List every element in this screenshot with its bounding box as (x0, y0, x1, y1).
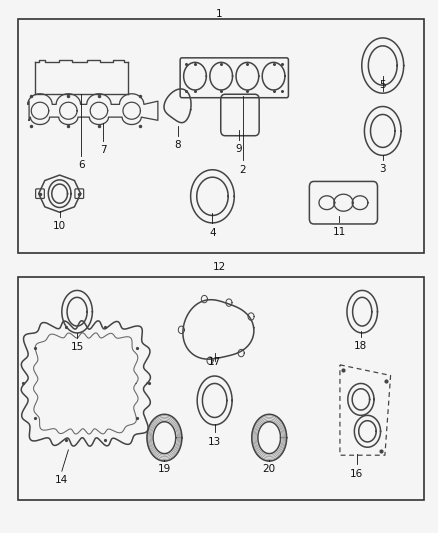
Text: 20: 20 (263, 464, 276, 474)
Text: 18: 18 (354, 341, 367, 351)
Text: 17: 17 (208, 357, 221, 367)
Text: 4: 4 (209, 228, 216, 238)
Text: 14: 14 (55, 475, 68, 486)
Text: 3: 3 (379, 165, 386, 174)
Text: 7: 7 (100, 146, 106, 155)
Text: 6: 6 (78, 160, 85, 170)
Bar (18, 277, 424, 500)
Text: 8: 8 (174, 140, 181, 150)
Text: 11: 11 (332, 227, 346, 237)
Text: 2: 2 (240, 165, 246, 175)
Text: 13: 13 (208, 437, 221, 447)
Bar (18, 19, 424, 253)
Text: 12: 12 (212, 262, 226, 272)
Text: 5: 5 (379, 80, 386, 91)
Text: 16: 16 (350, 469, 363, 479)
Text: 19: 19 (158, 464, 171, 474)
Text: 1: 1 (215, 9, 223, 19)
Text: 15: 15 (71, 342, 84, 352)
Text: 10: 10 (53, 221, 66, 231)
Text: 9: 9 (235, 144, 242, 154)
